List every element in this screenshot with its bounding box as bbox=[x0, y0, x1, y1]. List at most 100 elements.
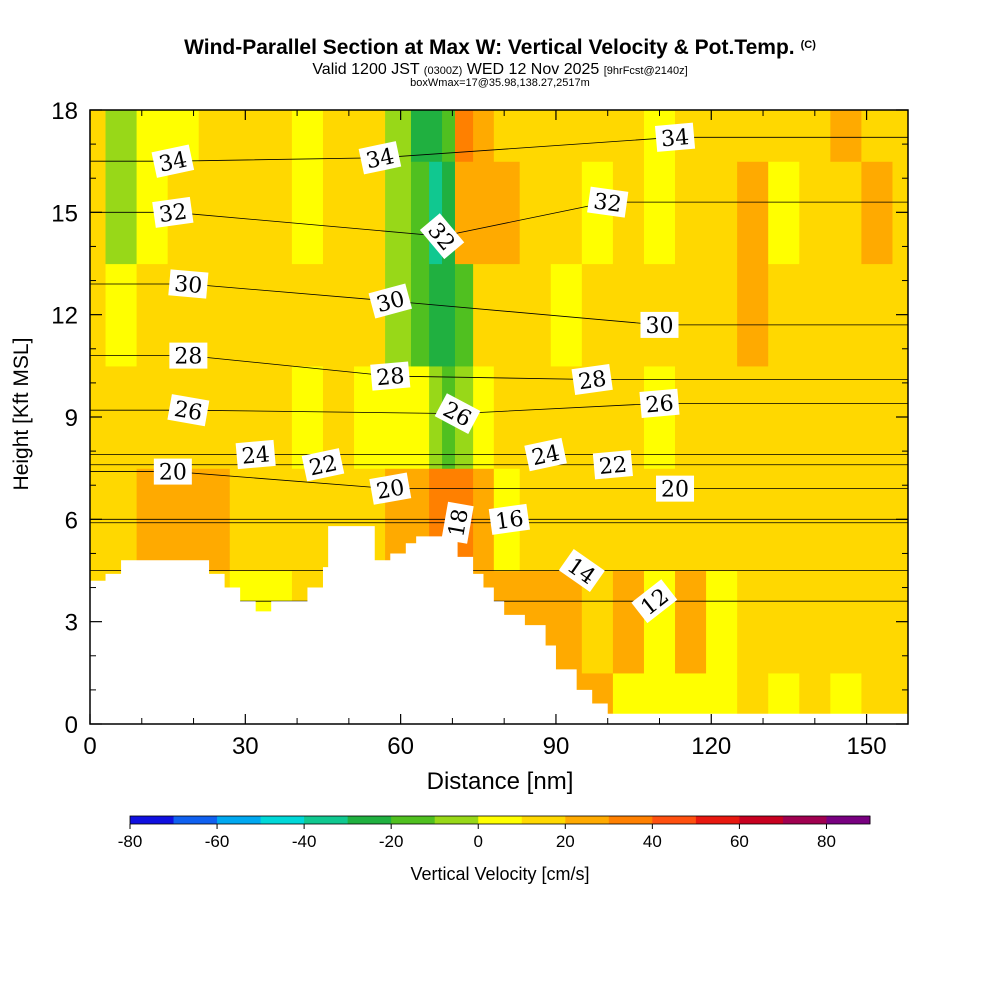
w-cell bbox=[493, 365, 521, 469]
forecast-info: [9hrFcst@2140z] bbox=[603, 65, 688, 77]
w-cell bbox=[105, 365, 138, 469]
axes: 0 30 60 90 120 150 0 3 6 9 12 15 18 bbox=[51, 98, 908, 760]
w-cell bbox=[737, 110, 769, 162]
w-cell bbox=[861, 263, 894, 367]
w-cell bbox=[385, 263, 412, 367]
contour-label: 32 bbox=[587, 186, 629, 218]
colorbar-tick-label: 20 bbox=[556, 832, 575, 851]
colorbar-tick-label: 40 bbox=[643, 832, 662, 851]
contour-label: 24 bbox=[235, 439, 276, 470]
w-cell bbox=[892, 110, 908, 162]
w-cell bbox=[354, 161, 386, 265]
w-cell bbox=[519, 110, 552, 162]
contour-label: 22 bbox=[592, 450, 633, 480]
w-cell bbox=[737, 263, 769, 367]
svg-text:20: 20 bbox=[375, 475, 407, 504]
svg-text:22: 22 bbox=[598, 453, 628, 480]
y-tick-label: 18 bbox=[51, 98, 78, 125]
w-cell bbox=[768, 110, 800, 162]
w-cell bbox=[410, 263, 430, 367]
w-cell bbox=[105, 263, 138, 367]
w-cell bbox=[260, 263, 293, 367]
colorbar-swatch bbox=[521, 816, 566, 824]
y-tick-label: 15 bbox=[51, 200, 78, 227]
w-cell bbox=[706, 263, 738, 367]
w-cell bbox=[454, 263, 474, 367]
w-cell bbox=[442, 110, 456, 162]
box-wmax-annotation: boxWmax=17@35.98,138.27,2517m bbox=[410, 77, 590, 89]
x-tick-label: 150 bbox=[847, 733, 887, 760]
svg-text:30: 30 bbox=[173, 272, 203, 299]
contour-label: 26 bbox=[639, 388, 680, 419]
colorbar-tick-label: -20 bbox=[379, 832, 404, 851]
colorbar-swatch bbox=[652, 816, 697, 824]
svg-text:22: 22 bbox=[307, 451, 340, 481]
colorbar: -80 -60 -40 -20 0 20 40 60 80 bbox=[118, 815, 871, 851]
w-cell bbox=[768, 161, 800, 265]
svg-text:20: 20 bbox=[661, 478, 689, 503]
x-tick-label: 120 bbox=[691, 733, 731, 760]
colorbar-tick-label: 60 bbox=[730, 832, 749, 851]
w-cell bbox=[291, 365, 324, 469]
w-cell bbox=[473, 365, 495, 469]
svg-text:24: 24 bbox=[241, 442, 271, 469]
w-cell bbox=[550, 263, 583, 367]
svg-text:28: 28 bbox=[375, 364, 405, 391]
w-cell bbox=[136, 263, 169, 367]
y-tick-label: 0 bbox=[65, 712, 78, 739]
w-cell bbox=[830, 110, 863, 162]
title-text: Wind-Parallel Section at Max W: Vertical… bbox=[184, 36, 795, 59]
w-cell bbox=[291, 161, 324, 265]
colorbar-swatch bbox=[608, 816, 653, 824]
contour-label: 18 bbox=[441, 501, 474, 544]
y-tick-label: 9 bbox=[65, 405, 78, 432]
w-cell bbox=[229, 263, 262, 367]
w-cell bbox=[737, 365, 769, 469]
w-cell bbox=[90, 110, 107, 162]
y-tick-label: 12 bbox=[51, 303, 78, 330]
colorbar-tick-label: -60 bbox=[205, 832, 230, 851]
w-cell bbox=[830, 263, 863, 367]
contour-label: 16 bbox=[488, 503, 530, 535]
w-cell bbox=[675, 570, 707, 674]
w-cell bbox=[410, 110, 430, 162]
svg-text:26: 26 bbox=[645, 391, 675, 418]
svg-text:32: 32 bbox=[157, 199, 188, 228]
y-tick-label: 6 bbox=[65, 507, 78, 534]
w-cell bbox=[385, 161, 412, 265]
contour-label: 30 bbox=[368, 283, 412, 319]
y-tick-label: 3 bbox=[65, 610, 78, 637]
colorbar-swatch bbox=[434, 816, 479, 824]
w-cell bbox=[429, 110, 443, 162]
w-cell bbox=[799, 365, 831, 469]
svg-text:20: 20 bbox=[159, 461, 187, 486]
colorbar-label: Vertical Velocity [cm/s] bbox=[410, 864, 590, 884]
w-cell bbox=[643, 161, 676, 265]
svg-text:34: 34 bbox=[660, 125, 690, 152]
contour-label: 34 bbox=[151, 144, 195, 178]
w-cell bbox=[675, 263, 707, 367]
w-cell bbox=[737, 161, 769, 265]
w-cell bbox=[861, 570, 894, 674]
w-cell bbox=[675, 365, 707, 469]
w-cell bbox=[706, 570, 738, 674]
w-cell bbox=[799, 161, 831, 265]
colorbar-swatch bbox=[130, 816, 175, 824]
colorbar-swatch bbox=[826, 816, 871, 824]
w-cell bbox=[260, 110, 293, 162]
w-cell bbox=[493, 161, 521, 265]
w-cell bbox=[410, 161, 430, 265]
contour-label: 30 bbox=[640, 311, 679, 339]
colorbar-swatch bbox=[173, 816, 218, 824]
w-cell bbox=[442, 263, 456, 367]
colorbar-swatch bbox=[695, 816, 740, 824]
w-cell bbox=[830, 365, 863, 469]
w-cell bbox=[291, 110, 324, 162]
colorbar-swatch bbox=[391, 816, 436, 824]
w-cell bbox=[198, 110, 231, 162]
colorbar-swatch bbox=[478, 816, 523, 824]
contour-label: 26 bbox=[167, 394, 210, 426]
w-cell bbox=[830, 570, 863, 674]
w-cell bbox=[322, 110, 355, 162]
